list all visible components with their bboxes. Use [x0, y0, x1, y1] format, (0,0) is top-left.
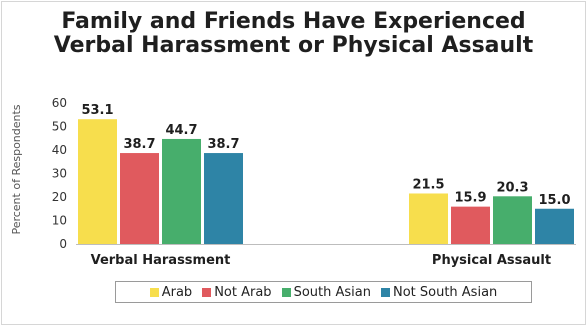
bar [78, 119, 117, 244]
legend-swatch-south-asian [281, 287, 291, 297]
legend-swatch-arab [149, 287, 159, 297]
legend-label-not-arab: Not Arab [214, 284, 272, 300]
chart-title-line-2: Verbal Harassment or Physical Assault [53, 33, 534, 58]
bar [204, 153, 243, 244]
bar-value-label: 38.7 [207, 137, 239, 152]
y-tick-label: 40 [52, 143, 67, 157]
y-tick-label: 60 [52, 96, 67, 110]
chart-title: Family and Friends Have Experienced Verb… [0, 10, 587, 58]
legend-label-not-south-asian: Not South Asian [392, 284, 498, 300]
bar [409, 193, 448, 244]
bar [451, 206, 490, 244]
chart-title-line-1: Family and Friends Have Experienced [61, 9, 526, 34]
legend-label-south-asian: South Asian [293, 284, 371, 300]
bar [162, 138, 201, 244]
y-tick-label: 50 [52, 120, 67, 134]
x-category-label: Physical Assault [432, 253, 551, 268]
bar-value-label: 20.3 [496, 180, 528, 195]
legend-item-arab: Arab [149, 284, 193, 300]
y-tick-label: 10 [52, 214, 67, 228]
bar-value-label: 44.7 [165, 123, 197, 138]
bar [493, 196, 532, 244]
bar-value-label: 21.5 [412, 177, 444, 192]
bar-value-label: 15.9 [454, 191, 486, 206]
legend-swatch-not-south-asian [380, 287, 390, 297]
y-tick-label: 30 [52, 167, 67, 181]
legend-item-south-asian: South Asian [281, 284, 371, 300]
legend-item-not-south-asian: Not South Asian [380, 284, 498, 300]
bar-value-label: 38.7 [123, 137, 155, 152]
legend: Arab Not Arab South Asian Not South Asia… [115, 281, 532, 303]
y-tick-label: 20 [52, 190, 67, 204]
bar-value-label: 53.1 [81, 103, 113, 118]
y-axis-label: Percent of Respondents [10, 104, 23, 234]
bar-value-label: 15.0 [538, 193, 570, 208]
x-category-label: Verbal Harassment [91, 253, 231, 268]
bar [120, 153, 159, 244]
bar [535, 208, 574, 244]
y-tick-label: 0 [59, 237, 67, 251]
legend-item-not-arab: Not Arab [202, 284, 272, 300]
legend-swatch-not-arab [202, 287, 212, 297]
legend-label-arab: Arab [161, 284, 193, 300]
